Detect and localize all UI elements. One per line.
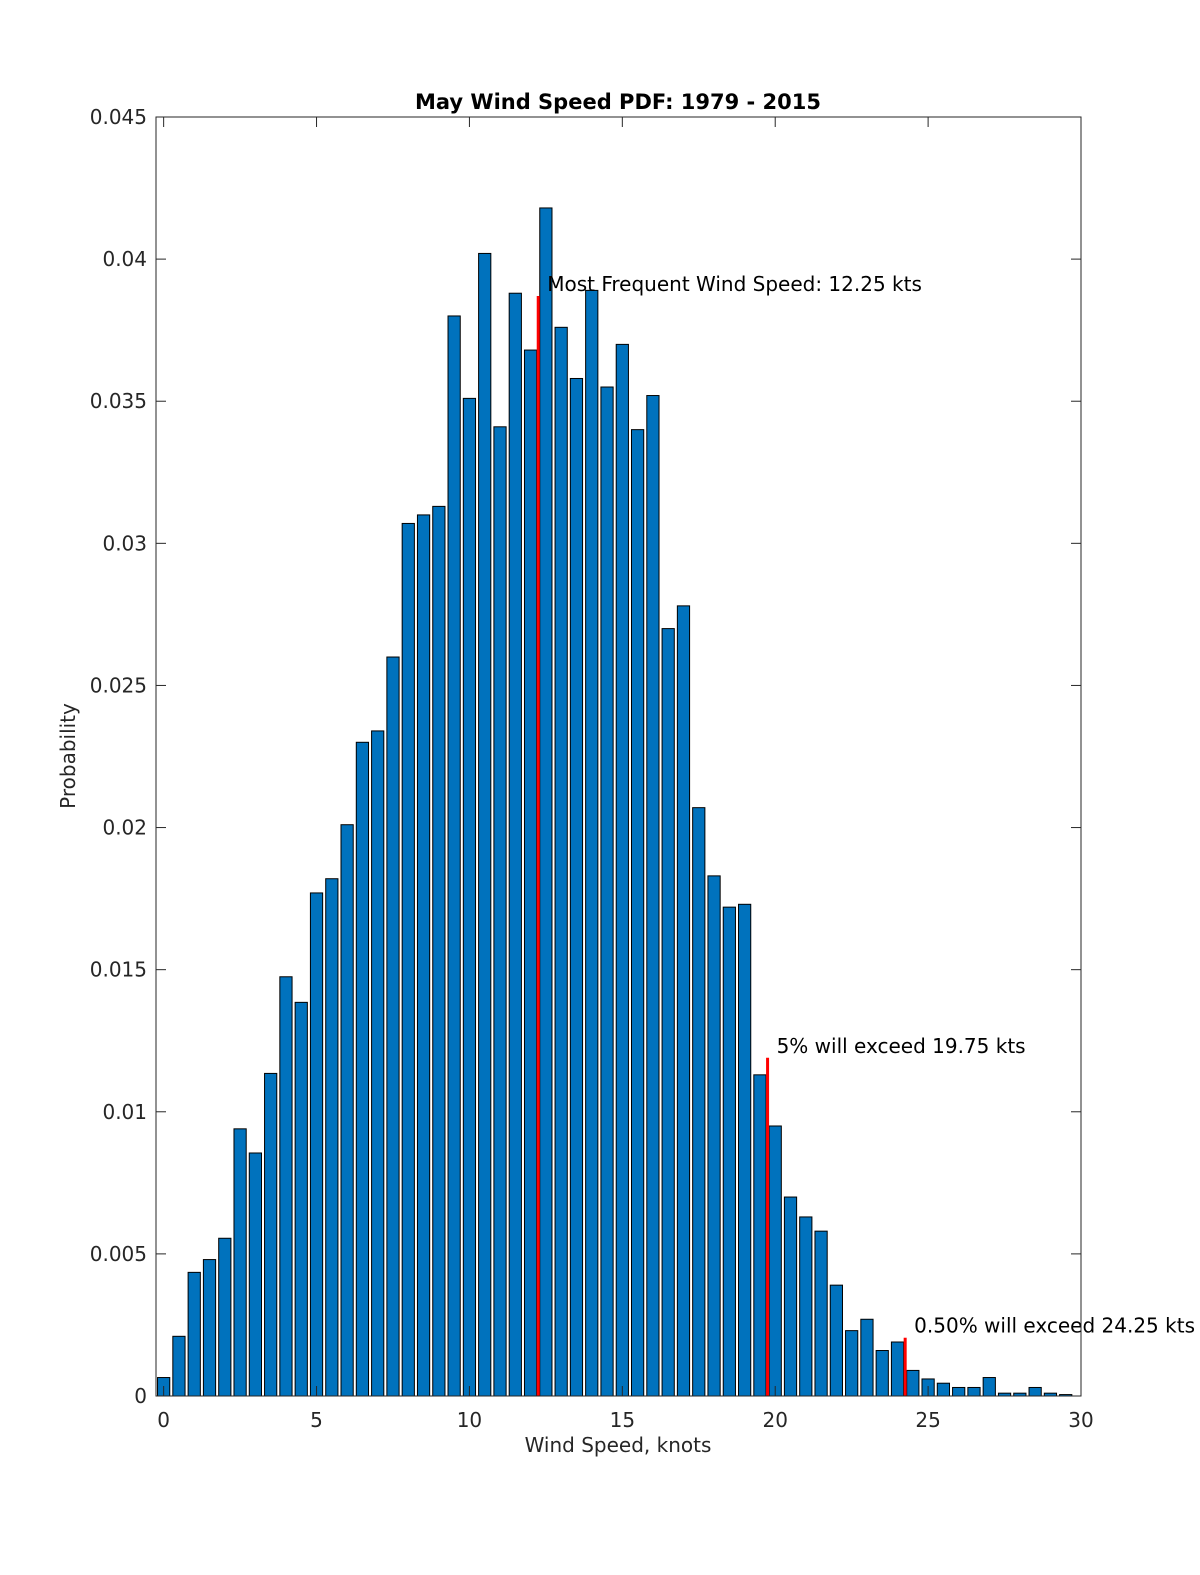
bar	[1028, 1386, 1042, 1397]
y-tick-label: 0.02	[102, 816, 147, 840]
y-tick-label: 0.045	[90, 105, 147, 129]
bar	[707, 875, 721, 1397]
bar	[294, 1001, 308, 1397]
bar	[585, 289, 599, 1397]
bar	[829, 1284, 843, 1397]
bar	[233, 1128, 247, 1397]
bar	[860, 1318, 874, 1397]
bar	[875, 1350, 889, 1397]
bar	[631, 429, 645, 1397]
bar	[952, 1386, 966, 1397]
y-tick-label: 0	[134, 1384, 147, 1408]
bar	[447, 315, 461, 1397]
annotation-label: 0.50% will exceed 24.25 kts	[914, 1314, 1195, 1338]
x-tick-label: 0	[157, 1408, 170, 1432]
x-tick-label: 20	[762, 1408, 787, 1432]
bar	[401, 522, 415, 1397]
bar	[967, 1386, 981, 1397]
bar	[478, 252, 492, 1397]
bar	[172, 1335, 186, 1397]
bar	[279, 976, 293, 1397]
bar	[187, 1271, 201, 1397]
bar	[906, 1369, 920, 1397]
y-tick-label: 0.01	[102, 1100, 147, 1124]
x-tick-label: 25	[915, 1408, 940, 1432]
x-tick-label: 15	[610, 1408, 635, 1432]
y-tick-label: 0.025	[90, 673, 147, 697]
bar	[462, 397, 477, 1397]
bar	[676, 605, 691, 1397]
bar	[325, 878, 339, 1397]
annotation-label: Most Frequent Wind Speed: 12.25 kts	[547, 272, 922, 296]
bar	[523, 349, 538, 1397]
x-tick-label: 5	[310, 1408, 323, 1432]
bar	[890, 1341, 905, 1397]
bar	[799, 1216, 813, 1397]
bar	[554, 326, 568, 1397]
annotation-label: 5% will exceed 19.75 kts	[777, 1034, 1026, 1058]
y-tick-label: 0.04	[102, 247, 147, 271]
bar	[202, 1259, 217, 1397]
bar	[355, 741, 370, 1397]
bar	[646, 395, 660, 1397]
x-axis-label: Wind Speed, knots	[525, 1433, 712, 1457]
x-tick-label: 30	[1068, 1408, 1093, 1432]
bar	[569, 377, 584, 1397]
bar	[508, 292, 522, 1397]
y-tick-label: 0.015	[90, 958, 147, 982]
bar	[386, 656, 400, 1397]
bar	[371, 730, 385, 1397]
bar	[600, 386, 614, 1397]
bar	[768, 1125, 782, 1397]
bar	[814, 1230, 828, 1397]
bar	[615, 343, 629, 1397]
bar	[692, 807, 706, 1397]
ticks-group: 0 5 10 15 20 25 30 0 0.005 0.01 0.015 0.02 0.025 0.03…	[90, 105, 1094, 1432]
bar	[248, 1152, 262, 1397]
bar	[738, 903, 752, 1397]
bar	[340, 824, 354, 1397]
bar	[539, 207, 553, 1397]
bar	[309, 892, 324, 1397]
axes-box	[155, 116, 1082, 1397]
chart-title: May Wind Speed PDF: 1979 - 2015	[415, 90, 821, 114]
bar	[218, 1237, 232, 1397]
bar	[661, 628, 675, 1397]
bar	[432, 505, 446, 1397]
bar	[416, 514, 431, 1397]
x-tick-label: 10	[457, 1408, 482, 1432]
bar	[264, 1072, 278, 1397]
bar	[936, 1382, 951, 1397]
bar	[722, 906, 736, 1397]
bar	[753, 1074, 767, 1397]
annotations-group: Most Frequent Wind Speed: 12.25 kts 5% wi…	[536, 272, 1195, 1396]
bar	[783, 1196, 798, 1397]
y-tick-label: 0.03	[102, 531, 147, 555]
y-tick-label: 0.005	[90, 1242, 147, 1266]
bar	[982, 1377, 996, 1397]
y-axis-label: Probability	[56, 703, 80, 809]
bar	[493, 426, 507, 1397]
bar	[845, 1330, 859, 1397]
y-tick-label: 0.035	[90, 389, 147, 413]
